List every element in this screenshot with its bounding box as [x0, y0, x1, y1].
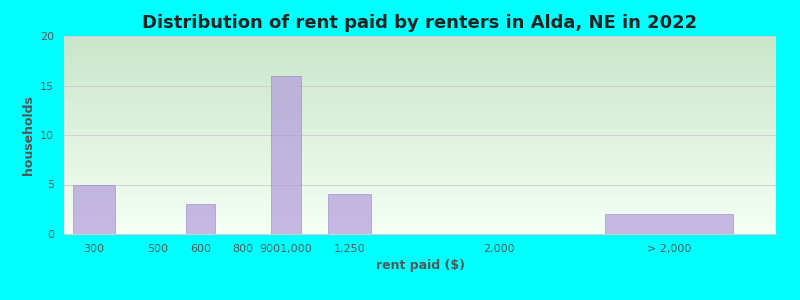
Y-axis label: households: households	[22, 95, 34, 175]
X-axis label: rent paid ($): rent paid ($)	[375, 259, 465, 272]
Bar	[328, 194, 371, 234]
Bar	[73, 184, 115, 234]
Bar	[186, 204, 215, 234]
Bar	[606, 214, 734, 234]
Title: Distribution of rent paid by renters in Alda, NE in 2022: Distribution of rent paid by renters in …	[142, 14, 698, 32]
Bar	[270, 76, 301, 234]
